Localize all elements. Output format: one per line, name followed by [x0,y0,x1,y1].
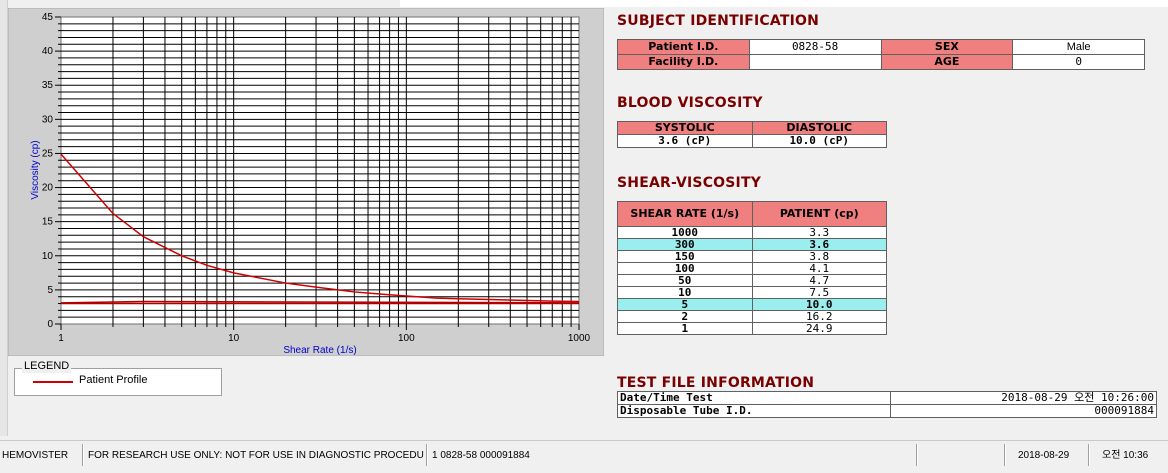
y-tick-label: 45 [42,12,54,23]
shear-rate-cell: 1 [617,322,753,335]
left-edge [0,0,8,436]
test-file-information-title: TEST FILE INFORMATION [617,375,815,391]
patient-cp-cell: 16.2 [751,310,887,323]
y-tick-label: 5 [47,285,53,296]
tube-id-label: Disposable Tube I.D. [617,404,891,418]
shear-viscosity-table: SHEAR RATE (1/s) PATIENT (cp) 1000 3.3 300… [617,201,887,335]
test-file-table: Date/Time Test 2018-08-29 오전 10:26:00 Di… [617,391,1157,418]
shear-row: 50 4.7 [617,274,887,287]
status-bar: HEMOVISTER FOR RESEARCH USE ONLY: NOT FO… [0,440,1168,473]
sex-label: SEX [880,39,1014,55]
age-value: 0 [1012,54,1145,70]
y-tick-label: 20 [42,183,54,194]
patient-cp-header: PATIENT (cp) [751,201,887,227]
sex-value: Male [1012,39,1145,55]
shear-rate-cell: 10 [617,286,753,299]
shear-row: 2 16.2 [617,310,887,323]
shear-row: 1 24.9 [617,322,887,335]
status-record: 1 0828-58 000091884 [432,450,530,461]
shear-rate-cell: 100 [617,262,753,275]
age-label: AGE [880,54,1014,70]
blood-viscosity-title: BLOOD VISCOSITY [617,95,763,111]
systolic-label: SYSTOLIC [617,121,753,135]
status-date: 2018-08-29 [1018,450,1070,461]
shear-rate-cell: 2 [617,310,753,323]
diastolic-label: DIASTOLIC [751,121,887,135]
status-app-name: HEMOVISTER [2,450,69,461]
y-tick-label: 25 [42,148,54,159]
chart-legend: Patient Profile [14,368,222,396]
patient-cp-cell: 10.0 [751,298,887,311]
x-tick-label: 1 [58,333,64,344]
patient-id-value: 0828-58 [748,39,882,55]
patient-cp-cell: 4.1 [751,262,887,275]
status-time: 오전 10:36 [1102,450,1149,461]
x-tick-label: 10 [228,333,240,344]
datetime-value: 2018-08-29 오전 10:26:00 [890,391,1157,405]
y-tick-label: 35 [42,80,54,91]
shear-row: 10 7.5 [617,286,887,299]
tube-id-value: 000091884 [890,404,1157,418]
x-axis-label: Shear Rate (1/s) [283,345,356,356]
shear-rate-cell: 150 [617,250,753,263]
shear-viscosity-title: SHEAR-VISCOSITY [617,175,762,191]
subject-identification-title: SUBJECT IDENTIFICATION [617,13,820,29]
status-notice: FOR RESEARCH USE ONLY: NOT FOR USE IN DI… [88,450,424,461]
patient-cp-cell: 24.9 [751,322,887,335]
y-tick-label: 40 [42,46,54,57]
shear-row: 5 10.0 [617,298,887,311]
viscosity-chart: 0 5 10 15 20 25 30 35 40 45 1 10 100 1000 Shear Rate … [8,8,604,356]
y-tick-label: 30 [42,114,54,125]
shear-rate-cell: 300 [617,238,753,251]
shear-row: 300 3.6 [617,238,887,251]
baseline-line [60,300,580,304]
patient-cp-cell: 3.3 [751,226,887,239]
shear-rate-cell: 50 [617,274,753,287]
systolic-value: 3.6 (cP) [617,134,753,148]
y-tick-label: 0 [47,319,53,330]
y-tick-label: 15 [42,217,54,228]
blood-viscosity-table: SYSTOLIC DIASTOLIC 3.6 (cP) 10.0 (cP) [617,121,887,148]
facility-id-value [748,54,882,70]
subject-table: Patient I.D. 0828-58 SEX Male Facility I… [617,39,1145,70]
shear-row: 100 4.1 [617,262,887,275]
legend-label-patient: Patient Profile [79,374,148,386]
patient-cp-cell: 3.8 [751,250,887,263]
patient-cp-cell: 4.7 [751,274,887,287]
facility-id-label: Facility I.D. [617,54,750,70]
shear-rate-header: SHEAR RATE (1/s) [617,201,753,227]
series-line-patient-profile [60,153,580,303]
datetime-label: Date/Time Test [617,391,891,405]
diastolic-value: 10.0 (cP) [751,134,887,148]
patient-cp-cell: 3.6 [751,238,887,251]
x-tick-label: 100 [398,333,415,344]
legend-swatch-patient [33,381,73,383]
shear-rate-cell: 1000 [617,226,753,239]
y-axis-label: Viscosity (cp) [30,140,41,199]
shear-row: 150 3.8 [617,250,887,263]
patient-id-label: Patient I.D. [617,39,750,55]
shear-row: 1000 3.3 [617,226,887,239]
patient-cp-cell: 7.5 [751,286,887,299]
legend-title: LEGEND [22,360,72,373]
shear-rate-cell: 5 [617,298,753,311]
x-tick-label: 1000 [568,333,591,344]
y-tick-label: 10 [42,251,54,262]
